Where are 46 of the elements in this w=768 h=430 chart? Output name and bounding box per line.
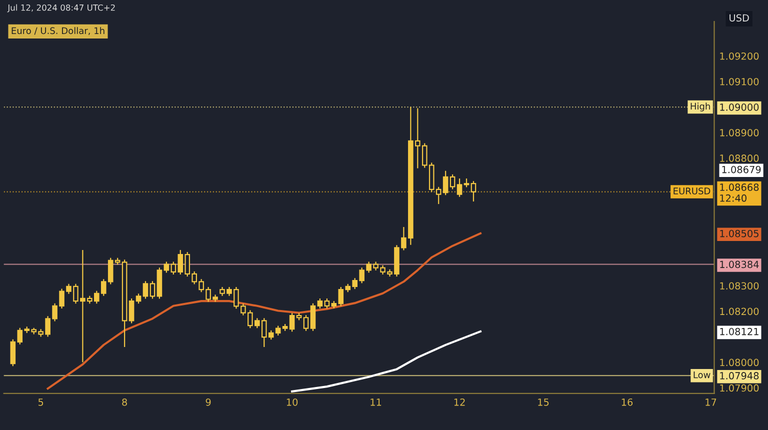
y-tick-label: 1.08121 (720, 328, 758, 336)
ref-line-label: Low (694, 371, 710, 378)
x-tick-label: 9 (206, 398, 211, 406)
candlestick (128, 298, 134, 324)
text: Jul 12, 2024 08:47 UTC+2 (7, 4, 115, 12)
candlestick (456, 178, 462, 198)
candlestick (310, 302, 316, 332)
candlestick (142, 280, 148, 300)
text: Euro / U.S. Dollar, 1h (12, 27, 104, 35)
x-tick-label: 5 (38, 398, 44, 406)
candlestick (289, 312, 295, 332)
x-tick-label: 16 (622, 398, 633, 406)
y-tick-label: 1.08300 (720, 282, 759, 290)
y-tick-label: 1.09000 (720, 104, 759, 111)
y-tick-label: 1.08900 (720, 129, 759, 136)
y-tick-label: 1.08800 (720, 154, 759, 162)
candlestick (324, 298, 330, 309)
y-tick-label: 1.08384 (720, 260, 759, 268)
y-tick-label: 1.09100 (720, 78, 759, 86)
candlestick (317, 298, 323, 309)
y-tick-label: 1.07948 (720, 372, 759, 380)
candlestick (450, 174, 456, 190)
ref-line-label: EURUSD (674, 188, 710, 194)
line-series (46, 232, 482, 390)
y-tick-label: 1.09200 (720, 52, 759, 60)
y-tick-label: 1.08505 (720, 230, 758, 238)
y-tick-label: 1.08668 12:40 (720, 184, 759, 202)
ref-line-label: High (690, 102, 710, 112)
candlestick (164, 261, 170, 274)
x-tick-label: 10 (286, 398, 298, 406)
y-tick-label: 1.08000 (720, 358, 759, 366)
candlestick (136, 293, 142, 304)
candlestick (470, 180, 476, 202)
candlestick (442, 170, 448, 196)
candlestick (303, 314, 309, 332)
y-axis-title: USD (730, 14, 749, 22)
candlestick (150, 280, 156, 300)
line-series (291, 330, 482, 392)
x-tick-label: 11 (370, 398, 382, 406)
x-tick-label: 12 (454, 398, 465, 406)
y-tick-label: 1.08200 (720, 308, 759, 316)
text: 1.08679 (722, 166, 761, 174)
x-tick-label: 15 (538, 398, 549, 406)
x-tick-label: 8 (122, 398, 127, 406)
x-tick-label: 17 (706, 398, 716, 406)
y-tick-label: 1.07900 (720, 384, 759, 392)
